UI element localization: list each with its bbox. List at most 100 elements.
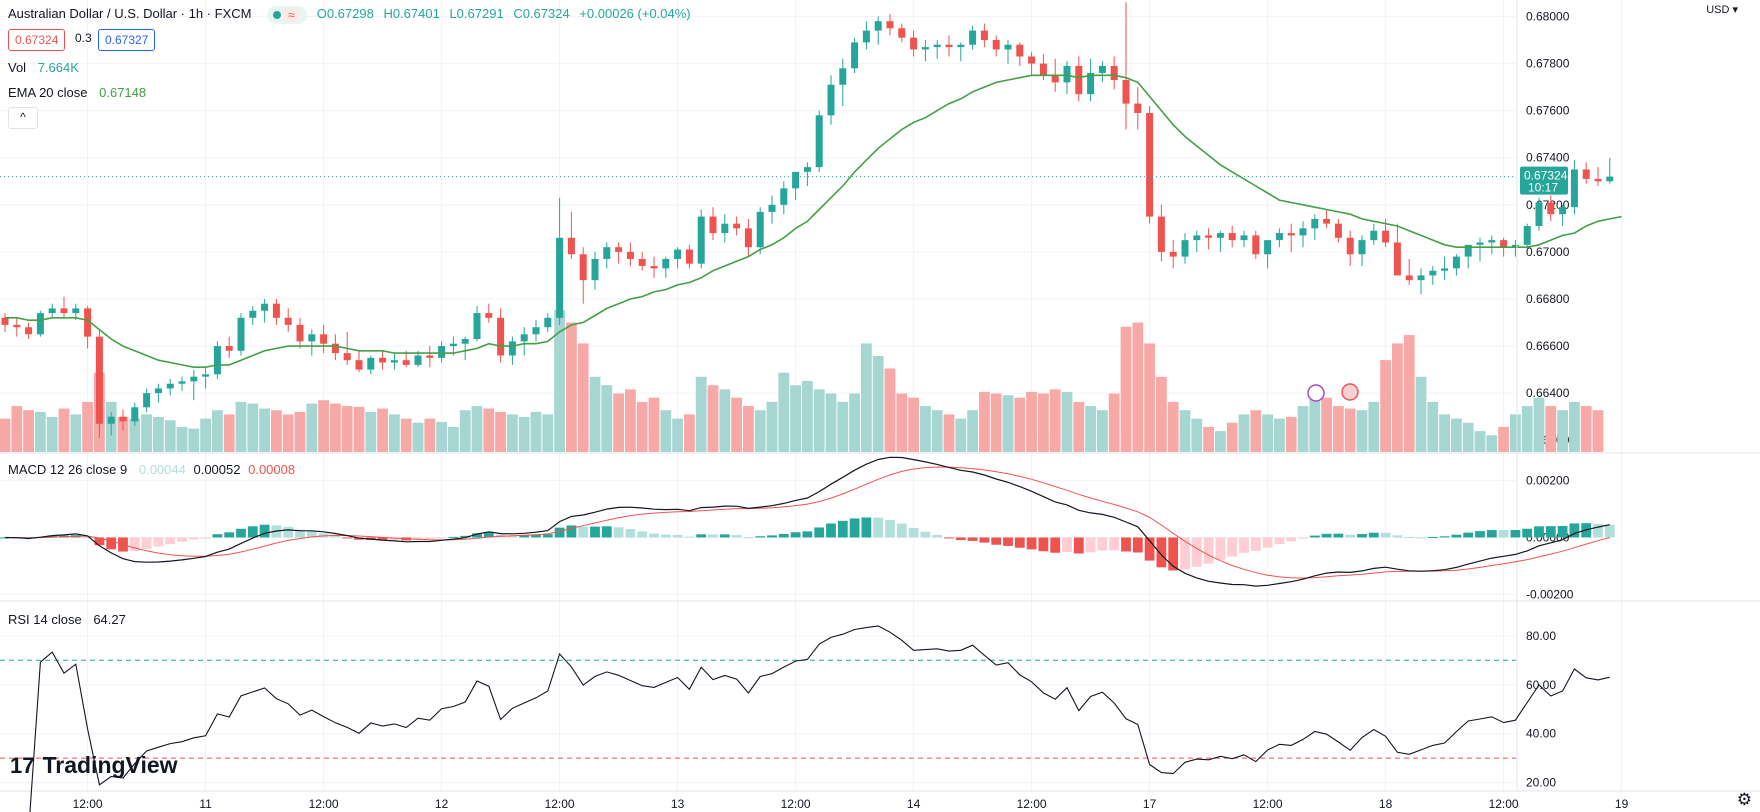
volume-label: Vol	[8, 60, 27, 75]
volume-bar	[212, 410, 223, 452]
symbol-title[interactable]: Australian Dollar / U.S. Dollar · 1h · F…	[8, 6, 252, 22]
volume-bar	[967, 410, 978, 452]
candle-body	[1594, 178, 1602, 182]
macd-histogram-bar	[590, 526, 600, 538]
volume-bar	[35, 411, 46, 452]
macd-histogram-bar	[1463, 532, 1474, 538]
volume-bar	[766, 401, 778, 452]
volume-bar	[1191, 418, 1203, 452]
candle-body	[95, 336, 103, 424]
ema-legend[interactable]: EMA 20 close 0.67148	[8, 85, 146, 100]
candle-body	[638, 258, 646, 267]
candle-body	[1275, 233, 1283, 241]
time-axis-tick: 11	[199, 797, 212, 811]
volume-bar	[1120, 326, 1132, 452]
volume-bar	[1521, 406, 1533, 452]
price-axis-tick: 0.66400	[1526, 386, 1570, 400]
sell-price-button[interactable]: 0.67324	[8, 29, 66, 51]
macd-histogram-bar	[826, 523, 836, 538]
macd-histogram-bar	[1144, 537, 1155, 561]
volume-bar	[1380, 360, 1391, 452]
macd-histogram-bar	[413, 537, 423, 540]
volume-bar	[412, 422, 424, 452]
us-flag-event-icon	[1341, 383, 1359, 401]
volume-bar	[1297, 406, 1309, 452]
macd-legend[interactable]: MACD 12 26 close 9 0.00044 0.00052 0.000…	[8, 462, 295, 477]
volume-bar	[943, 414, 955, 452]
volume-bar	[0, 418, 11, 452]
volume-bar	[1474, 431, 1486, 452]
volume-bar	[46, 416, 58, 452]
macd-histogram-bar	[885, 519, 895, 538]
wave-icon: ≈	[284, 8, 299, 22]
collapse-legend-button[interactable]: ^	[8, 107, 38, 129]
macd-histogram-bar	[1404, 536, 1415, 538]
volume-bar	[1439, 414, 1450, 452]
volume-bar	[1533, 397, 1545, 452]
candle-body	[933, 44, 941, 48]
macd-histogram-bar	[200, 537, 211, 539]
macd-histogram-bar	[1309, 535, 1320, 538]
candle-body	[579, 254, 587, 281]
candle-body	[862, 30, 870, 43]
macd-histogram-bar	[979, 537, 990, 543]
candle-body	[1122, 80, 1130, 104]
volume-bar	[259, 408, 270, 452]
macd-line-value: 0.00052	[193, 462, 241, 477]
candle-body	[1016, 44, 1024, 57]
candle-body	[768, 204, 776, 212]
candle-body	[485, 313, 493, 318]
volume-bar	[341, 406, 353, 452]
tradingview-logo[interactable]: 17 TradingView	[10, 752, 178, 779]
ohlc-high: H0.67401	[383, 6, 440, 22]
macd-hist-value: 0.00044	[138, 462, 186, 477]
candle-body	[898, 28, 906, 38]
time-axis-tick: 14	[907, 797, 921, 811]
candle-body	[945, 44, 953, 48]
candle-body	[874, 21, 882, 31]
candle-body	[1264, 240, 1272, 255]
macd-histogram-bar	[708, 534, 718, 538]
macd-histogram-bar	[1593, 523, 1603, 538]
macd-histogram-bar	[247, 526, 258, 538]
macd-histogram-bar	[1345, 534, 1356, 538]
volume-bar	[613, 393, 624, 452]
rsi-label: RSI 14 close	[8, 612, 82, 627]
macd-histogram-bar	[743, 537, 754, 539]
macd-histogram-bar	[1215, 537, 1226, 560]
volume-bar	[990, 393, 1002, 452]
volume-bar	[1014, 397, 1026, 452]
volume-bar	[70, 414, 82, 452]
volume-bar	[931, 410, 943, 452]
volume-bar	[1179, 410, 1191, 452]
volume-bar	[908, 397, 919, 452]
volume-bar	[1285, 416, 1297, 452]
macd-histogram-bar	[849, 518, 860, 538]
buy-price-button[interactable]: 0.67327	[98, 29, 156, 51]
candle-body	[556, 237, 564, 318]
rsi-legend[interactable]: RSI 14 close 64.27	[8, 612, 126, 627]
macd-histogram-bar	[755, 536, 766, 538]
macd-histogram-bar	[507, 535, 518, 538]
macd-axis-tick: 0.00200	[1526, 474, 1570, 488]
market-open-dot-icon	[273, 11, 282, 19]
currency-selector[interactable]: USD ▾	[1706, 4, 1738, 16]
candle-body	[674, 249, 682, 259]
macd-histogram-bar	[1274, 537, 1285, 545]
macd-histogram-bar	[531, 534, 541, 538]
spread-value: 0.3	[75, 31, 92, 45]
volume-bar	[1368, 401, 1380, 452]
candle-body	[1570, 169, 1578, 208]
volume-legend[interactable]: Vol 7.664K	[8, 60, 79, 75]
macd-histogram-bar	[696, 534, 707, 538]
macd-histogram-bar	[259, 524, 270, 538]
macd-histogram-bar	[802, 531, 813, 538]
candle-body	[1523, 226, 1531, 245]
candle-countdown: 10:17	[1528, 181, 1558, 195]
gear-icon[interactable]: ⚙	[1736, 790, 1752, 809]
market-status-pill[interactable]: ≈	[267, 6, 308, 24]
candle-body	[343, 353, 351, 361]
tradingview-mark-icon: 17	[10, 753, 35, 778]
volume-bar	[1498, 426, 1509, 452]
